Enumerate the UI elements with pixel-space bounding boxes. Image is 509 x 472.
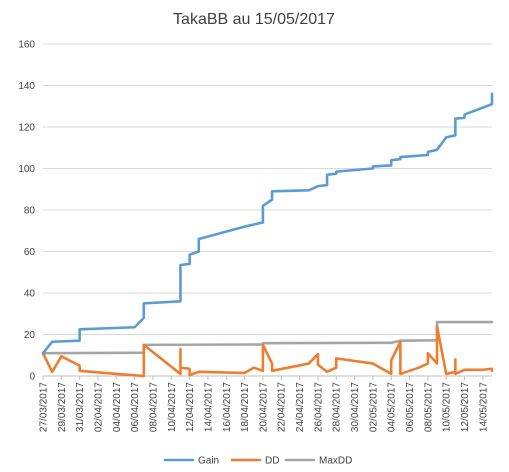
x-tick-label: 28/04/2017 [332, 382, 343, 432]
x-tick-label: 18/04/2017 [240, 382, 251, 432]
series-line-maxdd [41, 320, 494, 355]
x-tick-label: 06/05/2017 [405, 382, 416, 432]
x-tick-label: 12/04/2017 [185, 382, 196, 432]
x-tick-label: 29/03/2017 [57, 382, 68, 432]
x-tick-label: 08/04/2017 [148, 382, 159, 432]
y-tick-label: 20 [24, 330, 36, 341]
x-tick-label: 14/04/2017 [203, 382, 214, 432]
y-tick-label: 100 [18, 164, 35, 175]
x-tick-label: 24/04/2017 [295, 382, 306, 432]
legend: Gain DD MaxDD [163, 456, 352, 467]
legend-label: Gain [198, 456, 219, 467]
x-tick-label: 06/04/2017 [130, 382, 141, 432]
x-tick-label: 27/03/2017 [39, 382, 50, 432]
series-line-gain [41, 92, 494, 355]
x-tick-label: 12/05/2017 [460, 382, 471, 432]
y-tick-label: 140 [18, 81, 35, 92]
x-tick-label: 10/05/2017 [442, 382, 453, 432]
y-tick-label: 0 [29, 372, 35, 383]
y-tick-label: 60 [24, 247, 36, 258]
x-tick-label: 02/05/2017 [368, 382, 379, 432]
x-tick-label: 04/05/2017 [387, 382, 398, 432]
x-tick-label: 22/04/2017 [277, 382, 288, 432]
series-line-dd [41, 324, 494, 378]
x-tick-label: 04/04/2017 [112, 382, 123, 432]
legend-label: DD [265, 456, 279, 467]
series-layer [41, 92, 494, 378]
x-tick-label: 31/03/2017 [75, 382, 86, 432]
x-axis: 27/03/2017 29/03/2017 31/03/2017 02/04/2017… [39, 376, 489, 432]
chart-title: TakaBB au 15/05/2017 [173, 11, 335, 28]
x-tick-label: 26/04/2017 [313, 382, 324, 432]
x-tick-label: 20/04/2017 [258, 382, 269, 432]
grid [43, 43, 492, 377]
x-tick-label: 02/04/2017 [93, 382, 104, 432]
x-tick-label: 30/04/2017 [350, 382, 361, 432]
x-tick-label: 14/05/2017 [478, 382, 489, 432]
x-tick-label: 10/04/2017 [167, 382, 178, 432]
legend-label: MaxDD [319, 456, 352, 467]
y-tick-label: 120 [18, 123, 35, 134]
y-axis: 0 20 40 60 80 100 120 140 160 [18, 40, 35, 383]
y-tick-label: 160 [18, 40, 35, 51]
x-tick-label: 16/04/2017 [222, 382, 233, 432]
x-tick-label: 08/05/2017 [423, 382, 434, 432]
y-tick-label: 80 [24, 206, 36, 217]
y-tick-label: 40 [24, 289, 36, 300]
